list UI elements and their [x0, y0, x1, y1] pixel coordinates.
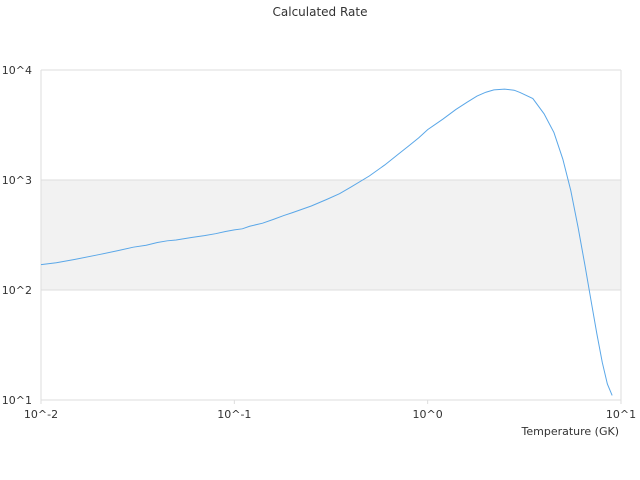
- x-axis-title: Temperature (GK): [521, 425, 620, 438]
- x-axis: 10^-2 10^-1 10^0 10^1: [24, 400, 636, 421]
- y-tick-label: 10^1: [2, 394, 32, 407]
- grid-lines: [40, 69, 622, 401]
- series-line: [40, 88, 613, 396]
- band-102-103: [41, 180, 621, 290]
- x-tick-label: 10^-2: [24, 408, 58, 421]
- chart-title: Calculated Rate: [273, 5, 368, 19]
- y-tick-label: 10^2: [2, 284, 32, 297]
- plot-bands: [41, 180, 621, 290]
- y-tick-label: 10^4: [2, 64, 32, 77]
- x-tick-label: 10^1: [606, 408, 636, 421]
- y-axis: 10^1 10^2 10^3 10^4: [2, 64, 32, 407]
- x-tick-label: 10^-1: [217, 408, 251, 421]
- x-tick-label: 10^0: [413, 408, 443, 421]
- y-tick-label: 10^3: [2, 174, 32, 187]
